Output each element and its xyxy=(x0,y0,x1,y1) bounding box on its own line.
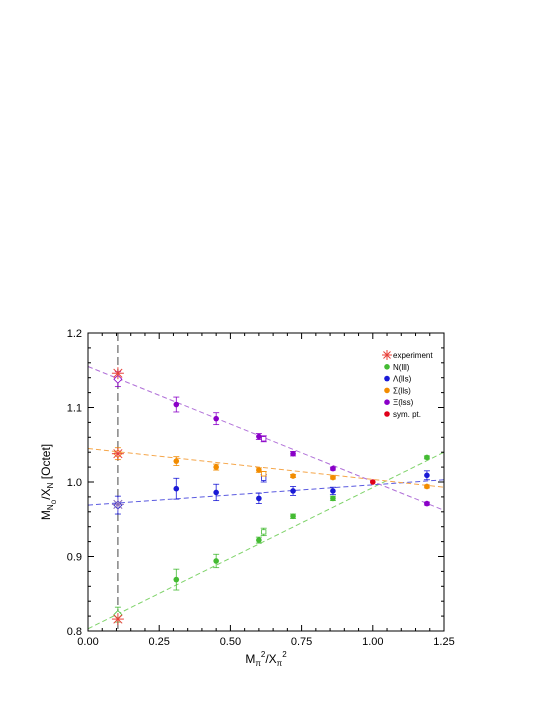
legend-label: Λ(lls) xyxy=(393,375,412,384)
fit-line-lls xyxy=(87,447,445,488)
data-point-lls xyxy=(173,458,180,464)
legend-marker xyxy=(384,411,390,417)
legend-marker-experiment xyxy=(382,350,392,360)
data-point-lss xyxy=(173,401,180,408)
data-point-nlll xyxy=(173,576,180,583)
x-tick-label: 0.75 xyxy=(291,636,312,648)
fit-line-nlll xyxy=(87,451,445,630)
open-point-lls xyxy=(261,475,267,481)
y-tick-label: 0.9 xyxy=(67,552,82,564)
data-point-lls xyxy=(290,473,296,479)
x-tick-label: 1.25 xyxy=(433,636,454,648)
data-point-nlll xyxy=(424,454,430,461)
data-point-lls xyxy=(424,472,430,479)
data-point-lls xyxy=(330,488,336,494)
data-point-nlll xyxy=(256,537,262,543)
data-point-lls xyxy=(290,488,296,494)
y-axis-label: MNO/XN [Octet] xyxy=(39,444,58,520)
open-point-lls xyxy=(261,471,267,477)
data-point-lls xyxy=(213,489,219,496)
data-point-lls xyxy=(213,464,219,470)
legend-label: sym. pt. xyxy=(393,410,421,419)
data-point-lls xyxy=(256,467,262,473)
fit-lines xyxy=(87,366,445,630)
legend: experiment N(lll) Λ(lls) Σ(lls) Ξ(lss) sym. p… xyxy=(382,350,433,419)
legend-marker xyxy=(384,364,390,370)
data-point-nlll xyxy=(330,495,336,502)
legend-label: N(lll) xyxy=(393,363,410,372)
experiment-marker xyxy=(111,498,124,511)
x-tick-label: 0.25 xyxy=(148,636,169,648)
legend-label: Σ(lls) xyxy=(393,386,411,395)
open-point-lss xyxy=(261,436,267,442)
legend-label: Ξ(lss) xyxy=(393,398,414,407)
data-point-lss xyxy=(424,500,430,507)
data-point-lss xyxy=(330,465,336,472)
axis-ticks: 0.00 0.25 0.50 0.75 1.00 1.25 0.8 0.9 1.0 1.1 1.2 xyxy=(67,328,455,648)
y-tick-label: 0.8 xyxy=(67,626,82,638)
x-tick-label: 0.50 xyxy=(220,636,241,648)
data-point-lss xyxy=(290,450,296,457)
x-tick-label: 0.00 xyxy=(77,636,98,648)
experiment-marker xyxy=(111,447,124,460)
fit-line-lls xyxy=(87,479,445,506)
y-tick-label: 1.0 xyxy=(67,477,82,489)
data-point-lls xyxy=(424,483,430,490)
legend-marker xyxy=(384,399,390,406)
data-point-lls xyxy=(256,495,262,502)
experiment-marker xyxy=(111,367,124,380)
x-tick-label: 1.00 xyxy=(362,636,383,648)
data-point-nlll xyxy=(290,513,296,520)
open-point-nlll xyxy=(261,529,267,535)
data-point-lls xyxy=(173,485,180,492)
y-tick-label: 1.2 xyxy=(67,328,82,340)
legend-marker xyxy=(384,387,390,394)
y-tick-label: 1.1 xyxy=(67,403,82,415)
x-axis-label: Mπ2/Xπ2 xyxy=(245,650,287,668)
legend-marker xyxy=(384,375,390,382)
experiment-marker xyxy=(111,613,124,626)
data-point-sympt xyxy=(370,479,376,485)
data-point-lls xyxy=(330,474,336,481)
data-point-lss xyxy=(256,433,262,440)
data-points xyxy=(111,367,430,626)
data-point-nlll xyxy=(213,558,219,564)
legend-label: experiment xyxy=(393,351,433,360)
data-point-lss xyxy=(213,415,219,422)
